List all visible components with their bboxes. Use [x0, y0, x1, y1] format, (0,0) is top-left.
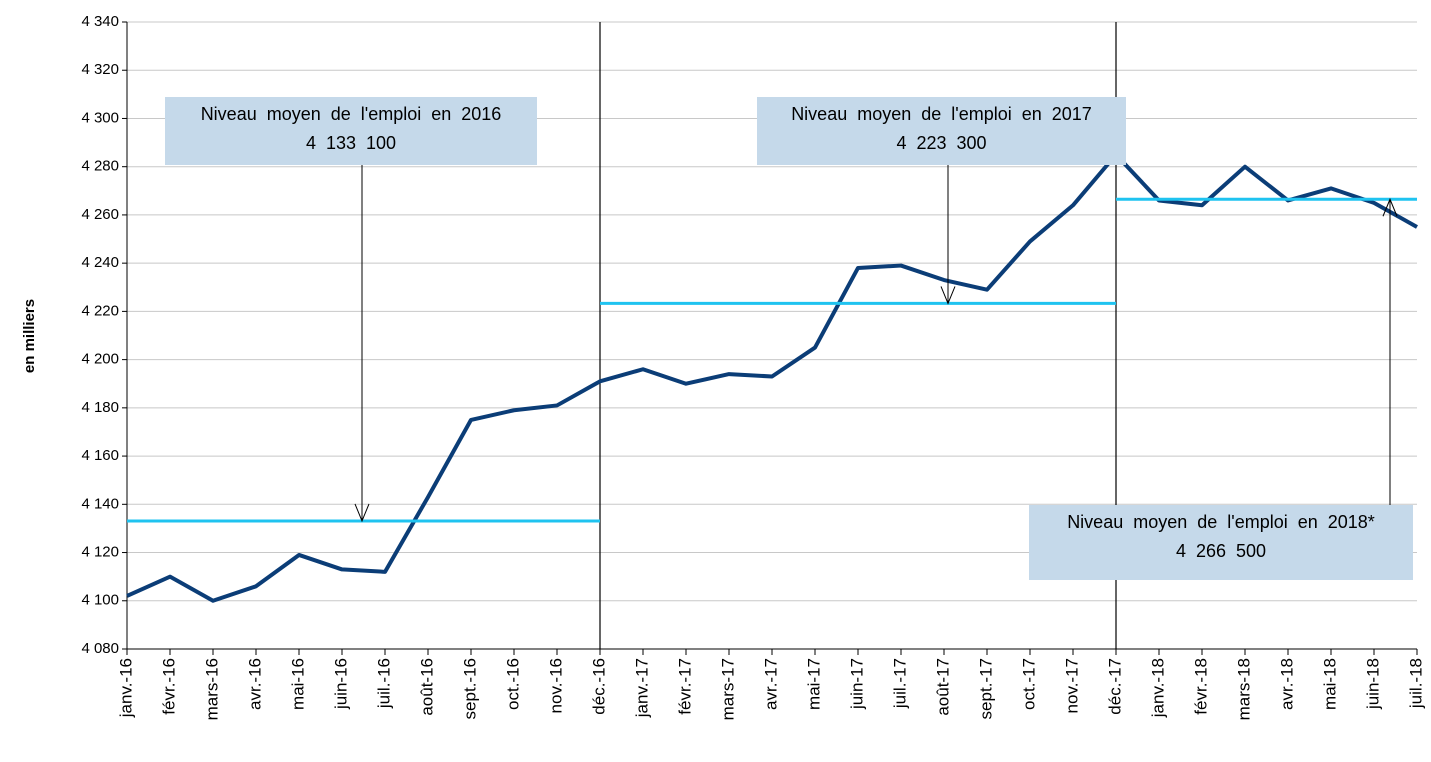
- x-tick-label: janv.-16: [116, 658, 135, 718]
- x-tick-label: juin-18: [1363, 658, 1382, 710]
- x-tick-label: janv.-17: [632, 658, 651, 718]
- x-tick-label: mai-18: [1320, 658, 1339, 710]
- annotation-box: [165, 97, 537, 165]
- x-tick-label: nov.-16: [546, 658, 565, 713]
- arrow-head: [940, 286, 956, 305]
- x-tick-label: févr.-16: [159, 658, 178, 715]
- x-tick-label: mai-16: [288, 658, 307, 710]
- x-tick-label: juil.-17: [890, 658, 909, 709]
- x-tick-label: févr.-17: [675, 658, 694, 715]
- y-tick-label: 4 140: [81, 495, 119, 512]
- x-tick-label: mars-18: [1234, 658, 1253, 720]
- y-tick-label: 4 280: [81, 158, 119, 175]
- series-line: [126, 152, 1418, 603]
- arrow-head: [354, 503, 370, 523]
- x-tick-label: sept.-16: [460, 658, 479, 719]
- x-tick-label: août-16: [417, 658, 436, 716]
- y-tick-label: 4 180: [81, 399, 119, 416]
- y-tick-label: 4 080: [81, 640, 119, 657]
- x-tick-label: sept.-17: [976, 658, 995, 719]
- y-tick-label: 4 200: [81, 351, 119, 368]
- x-tick-label: avr.-16: [245, 658, 264, 710]
- x-tick-label: févr.-18: [1191, 658, 1210, 715]
- annotation-label: Niveau moyen de l'emploi en 2016: [201, 104, 502, 124]
- y-tick-label: 4 220: [81, 302, 119, 319]
- annotation-box: [757, 97, 1126, 165]
- x-tick-label: nov.-17: [1062, 658, 1081, 713]
- annotation-label: Niveau moyen de l'emploi en 2018*: [1067, 512, 1375, 532]
- y-axis-label: en milliers: [21, 299, 38, 373]
- x-tick-label: oct.-17: [1019, 658, 1038, 710]
- y-tick-label: 4 100: [81, 592, 119, 609]
- annotation-value: 4 133 100: [306, 133, 396, 153]
- x-tick-label: janv.-18: [1148, 658, 1167, 718]
- y-tick-label: 4 160: [81, 447, 119, 464]
- x-tick-label: mai-17: [804, 658, 823, 710]
- y-tick-label: 4 120: [81, 544, 119, 561]
- x-tick-label: oct.-16: [503, 658, 522, 710]
- x-tick-label: mars-17: [718, 658, 737, 720]
- annotation-value: 4 223 300: [896, 133, 986, 153]
- y-tick-label: 4 240: [81, 254, 119, 271]
- annotation-box: [1029, 505, 1413, 580]
- x-tick-label: juil.-16: [374, 658, 393, 709]
- x-tick-label: juin-17: [847, 658, 866, 710]
- x-tick-label: déc.-17: [1105, 658, 1124, 715]
- x-tick-label: mars-16: [202, 658, 221, 720]
- y-tick-label: 4 300: [81, 109, 119, 126]
- x-tick-label: avr.-18: [1277, 658, 1296, 710]
- y-tick-label: 4 320: [81, 61, 119, 78]
- x-tick-label: juin-16: [331, 658, 350, 710]
- y-tick-label: 4 260: [81, 206, 119, 223]
- x-tick-label: juil.-18: [1406, 658, 1425, 709]
- x-tick-label: août-17: [933, 658, 952, 716]
- x-tick-label: avr.-17: [761, 658, 780, 710]
- x-tick-label: déc.-16: [589, 658, 608, 715]
- y-tick-label: 4 340: [81, 13, 119, 30]
- annotation-label: Niveau moyen de l'emploi en 2017: [791, 104, 1092, 124]
- arrow-head: [1382, 197, 1398, 217]
- annotation-value: 4 266 500: [1176, 541, 1266, 561]
